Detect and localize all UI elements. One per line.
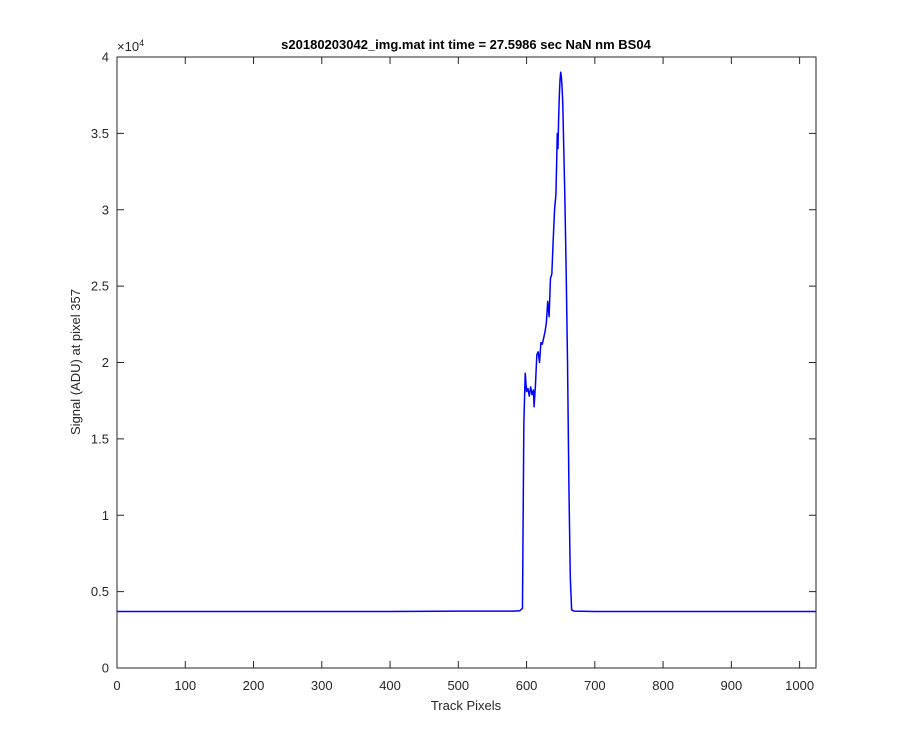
y-tick-label: 2 — [102, 355, 109, 370]
y-tick-label: 4 — [102, 50, 109, 65]
x-tick-label: 900 — [721, 678, 743, 693]
y-tick-label: 3 — [102, 202, 109, 217]
plot-area: 0 100 200 300 400 500 600 700 800 900 1000 0 0.5 1 1.5… — [91, 50, 817, 693]
y-axis-label: Signal (ADU) at pixel 357 — [68, 289, 83, 435]
x-tick-label: 700 — [584, 678, 606, 693]
x-tick-label: 100 — [174, 678, 196, 693]
x-axis-label: Track Pixels — [431, 698, 502, 713]
y-tick-label: 3.5 — [91, 126, 109, 141]
data-layer — [117, 71, 816, 613]
y-tick-label: 0.5 — [91, 584, 109, 599]
chart-title: s20180203042_img.mat int time = 27.5986 … — [281, 37, 651, 52]
y-tick-label: 1 — [102, 508, 109, 523]
x-tick-label: 500 — [447, 678, 469, 693]
y-axis-exponent: ×104 — [117, 38, 144, 54]
plot-background — [117, 57, 816, 668]
x-tick-label: 800 — [652, 678, 674, 693]
series-line-1 — [117, 71, 816, 613]
y-tick-label: 0 — [102, 661, 109, 676]
y-tick-label: 2.5 — [91, 279, 109, 294]
x-tick-label: 600 — [516, 678, 538, 693]
x-tick-label: 300 — [311, 678, 333, 693]
x-tick-label: 0 — [113, 678, 120, 693]
x-tick-label: 200 — [243, 678, 265, 693]
y-tick-label: 1.5 — [91, 431, 109, 446]
x-tick-label: 1000 — [785, 678, 814, 693]
tick-layer: 0 100 200 300 400 500 600 700 800 900 1000 0 0.5 1 1.5… — [91, 50, 816, 693]
x-tick-label: 400 — [379, 678, 401, 693]
